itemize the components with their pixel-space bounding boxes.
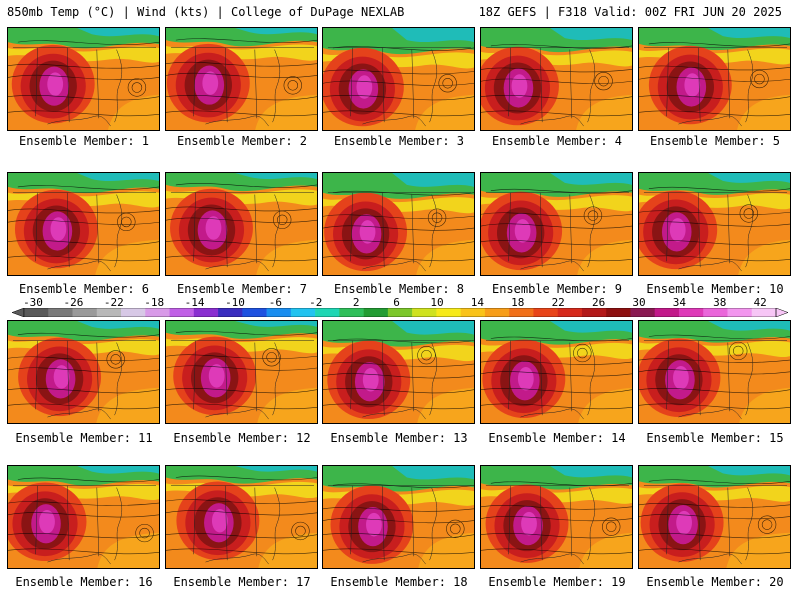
colorbar-tick-label: 34 (672, 296, 687, 309)
colorbar-swatch (630, 308, 656, 317)
ensemble-member-label: Ensemble Member: 15 (646, 431, 784, 445)
colorbar-swatch (509, 308, 534, 317)
ensemble-member-label: Ensemble Member: 6 (18, 282, 150, 296)
ensemble-member-map (480, 465, 633, 569)
colorbar-swatch (678, 308, 704, 317)
colorbar-swatch (363, 308, 389, 317)
temperature-colorbar (12, 308, 788, 317)
colorbar-swatch (290, 308, 316, 317)
colorbar-swatch (484, 308, 510, 317)
colorbar-swatch (169, 308, 195, 317)
ensemble-member-label: Ensemble Member: 4 (491, 134, 623, 148)
colorbar-swatch (266, 308, 292, 317)
colorbar-swatch (387, 308, 413, 317)
colorbar-tick-label: -14 (184, 296, 205, 309)
colorbar-swatch (581, 308, 607, 317)
ensemble-member-map (638, 465, 791, 569)
colorbar-tick-label: 18 (511, 296, 525, 309)
ensemble-member-map (7, 465, 160, 569)
colorbar-swatch (193, 308, 219, 317)
colorbar-swatch (727, 308, 753, 317)
ensemble-member-label: Ensemble Member: 20 (646, 575, 784, 589)
ensemble-member-map (165, 172, 318, 276)
ensemble-member-label: Ensemble Member: 8 (333, 282, 465, 296)
ensemble-member-map (480, 320, 633, 424)
ensemble-member-label: Ensemble Member: 3 (333, 134, 465, 148)
colorbar-tick-label: 42 (753, 296, 767, 309)
ensemble-member-label: Ensemble Member: 16 (15, 575, 153, 589)
colorbar-swatch (412, 308, 437, 317)
colorbar-tick-label: 30 (632, 296, 646, 309)
colorbar-swatch (751, 308, 777, 317)
colorbar-tick-label: 38 (713, 296, 727, 309)
colorbar-swatch (145, 308, 170, 317)
colorbar-swatch (218, 308, 243, 317)
colorbar-tick-label: 6 (393, 296, 400, 309)
ensemble-member-label: Ensemble Member: 17 (173, 575, 311, 589)
ensemble-member-map (165, 465, 318, 569)
ensemble-member-map (165, 320, 318, 424)
colorbar-tick-label: 10 (430, 296, 444, 309)
ensemble-member-map (7, 27, 160, 131)
map-title: 850mb Temp (°C) | Wind (kts) | College o… (7, 5, 405, 19)
ensemble-member-label: Ensemble Member: 13 (330, 431, 468, 445)
colorbar-tick-label: -22 (103, 296, 124, 309)
colorbar-swatch (460, 308, 486, 317)
ensemble-member-label: Ensemble Member: 18 (330, 575, 468, 589)
colorbar-swatch (436, 308, 461, 317)
ensemble-member-map (322, 172, 475, 276)
colorbar-swatch (557, 308, 583, 317)
colorbar-tick-label: -2 (309, 296, 323, 309)
colorbar-tick-label: -30 (23, 296, 43, 309)
colorbar-swatch (339, 308, 364, 317)
ensemble-member-label: Ensemble Member: 10 (646, 282, 784, 296)
colorbar-swatch (24, 308, 49, 317)
colorbar-tick-label: -18 (144, 296, 165, 309)
ensemble-member-label: Ensemble Member: 12 (173, 431, 311, 445)
colorbar-swatch (315, 308, 340, 317)
ensemble-member-label: Ensemble Member: 7 (176, 282, 308, 296)
ensemble-member-map (7, 320, 160, 424)
colorbar-swatch (48, 308, 73, 317)
ensemble-member-label: Ensemble Member: 9 (491, 282, 623, 296)
colorbar-tick-label: 2 (352, 296, 360, 309)
ensemble-member-label: Ensemble Member: 19 (488, 575, 626, 589)
ensemble-member-map (322, 320, 475, 424)
ensemble-member-map (480, 27, 633, 131)
colorbar-swatch (121, 308, 146, 317)
colorbar-left-arrow (12, 308, 25, 317)
ensemble-member-label: Ensemble Member: 2 (176, 134, 308, 148)
ensemble-member-label: Ensemble Member: 14 (488, 431, 626, 445)
colorbar-swatch (242, 308, 267, 317)
ensemble-member-label: Ensemble Member: 5 (649, 134, 781, 148)
ensemble-member-map (165, 27, 318, 131)
colorbar-right-arrow (775, 308, 788, 317)
colorbar-swatch (533, 308, 558, 317)
colorbar-swatch (96, 308, 122, 317)
colorbar-swatch (654, 308, 680, 317)
ensemble-member-map (638, 320, 791, 424)
colorbar-swatch (703, 308, 728, 317)
ensemble-member-map (322, 27, 475, 131)
colorbar-tick-label: -10 (225, 296, 245, 309)
colorbar-tick-label: 22 (551, 296, 565, 309)
colorbar-tick-label: 26 (591, 296, 606, 309)
ensemble-member-map (638, 27, 791, 131)
colorbar-swatch (72, 308, 98, 317)
ensemble-member-map (638, 172, 791, 276)
ensemble-member-label: Ensemble Member: 11 (15, 431, 153, 445)
ensemble-member-label: Ensemble Member: 1 (18, 134, 150, 148)
colorbar-swatch (606, 308, 631, 317)
colorbar-tick-label: -6 (268, 296, 283, 309)
colorbar-tick-label: -26 (63, 296, 84, 309)
colorbar-tick-label: 14 (470, 296, 485, 309)
ensemble-member-map (480, 172, 633, 276)
model-run-valid-time: 18Z GEFS | F318 Valid: 00Z FRI JUN 20 20… (478, 5, 782, 19)
colorbar-labels: -30 -26 -22 -18 -14 -10 -6 -2 2 6 10 14 18 22 26 30 34 38… (0, 296, 800, 309)
ensemble-member-map (7, 172, 160, 276)
ensemble-member-map (322, 465, 475, 569)
